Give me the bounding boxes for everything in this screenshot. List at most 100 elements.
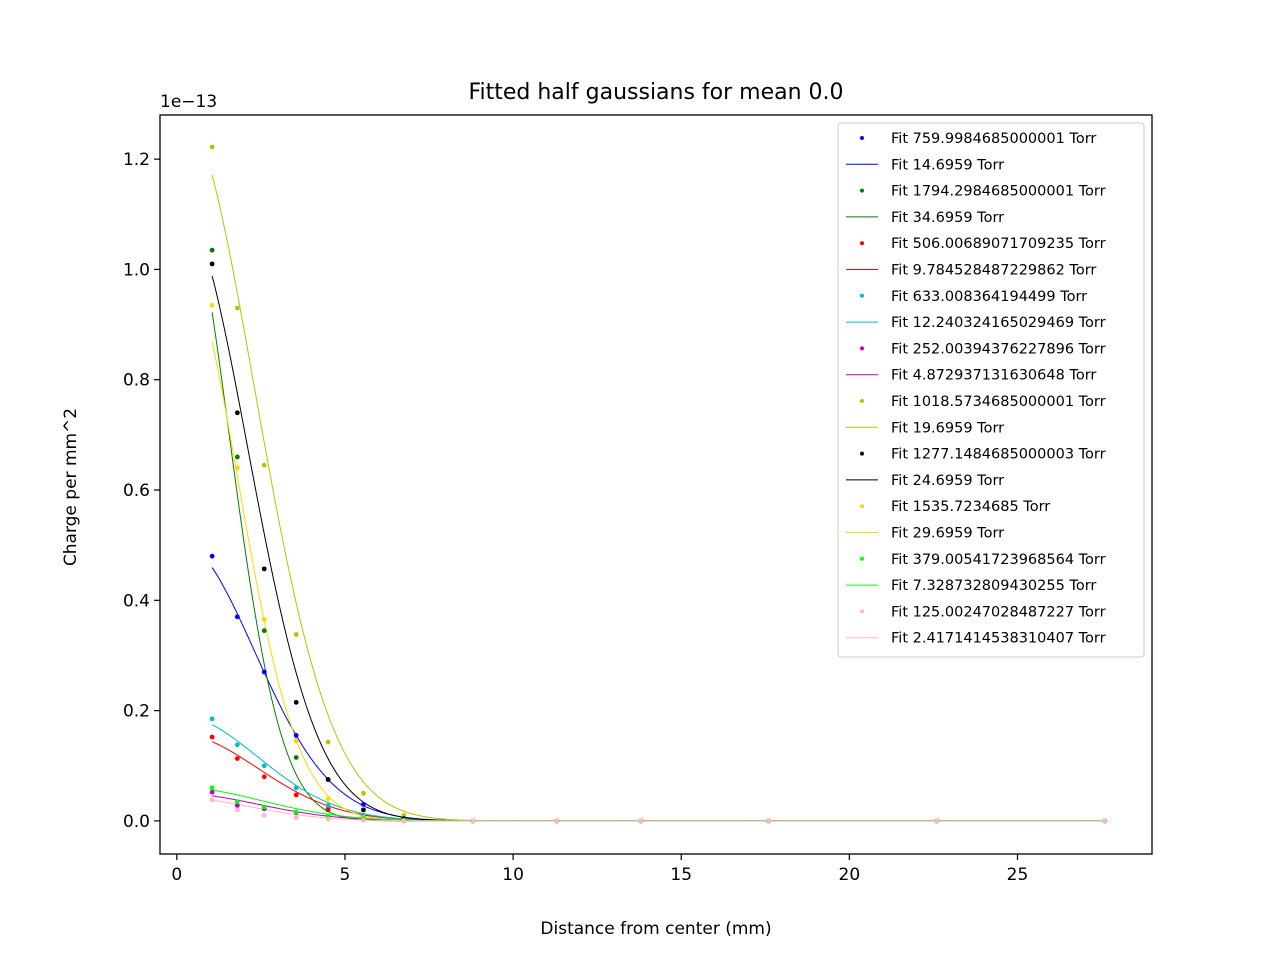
legend-marker bbox=[860, 188, 864, 193]
legend-marker bbox=[860, 556, 864, 561]
y-axis-label: Charge per mm^2 bbox=[61, 408, 81, 566]
data-point bbox=[261, 763, 267, 769]
data-point bbox=[234, 807, 240, 813]
legend-marker bbox=[860, 609, 864, 614]
x-tick-label: 0 bbox=[171, 865, 182, 885]
y-tick-label: 1.0 bbox=[123, 260, 150, 280]
data-point bbox=[209, 302, 215, 308]
legend-entry-label: Fit 12.240324165029469 Torr bbox=[891, 315, 1106, 331]
legend-entry-label: Fit 34.6959 Torr bbox=[891, 210, 1004, 226]
legend-entry-label: Fit 2.4171414538310407 Torr bbox=[891, 631, 1106, 647]
legend-box bbox=[837, 122, 1145, 658]
data-point bbox=[209, 553, 215, 559]
y-tick-label: 0.6 bbox=[123, 481, 150, 501]
x-tick-label: 25 bbox=[1007, 865, 1029, 885]
data-point bbox=[261, 617, 267, 623]
data-point bbox=[293, 632, 299, 637]
chart-title: Fitted half gaussians for mean 0.0 bbox=[468, 80, 843, 105]
legend-entry-label: Fit 14.6959 Torr bbox=[891, 157, 1004, 173]
data-point bbox=[293, 738, 299, 744]
legend-entry-label: Fit 506.00689071709235 Torr bbox=[891, 236, 1106, 252]
legend-entry-label: Fit 759.9984685000001 Torr bbox=[891, 131, 1096, 147]
data-point bbox=[293, 815, 299, 821]
legend: Fit 759.9984685000001 Torr Fit 14.6959 To… bbox=[837, 122, 1145, 658]
data-point bbox=[361, 807, 366, 813]
data-point bbox=[361, 817, 366, 823]
legend-marker bbox=[860, 136, 864, 140]
legend-entry-label: Fit 9.784528487229862 Torr bbox=[891, 263, 1096, 279]
y-tick-label: 1.2 bbox=[123, 150, 150, 170]
legend-entry-label: Fit 379.00541723968564 Torr bbox=[891, 552, 1106, 568]
fit-curve bbox=[212, 799, 1105, 822]
data-point bbox=[261, 774, 267, 780]
data-point bbox=[234, 465, 240, 471]
data-point bbox=[293, 792, 299, 798]
data-point bbox=[293, 699, 299, 705]
data-point bbox=[325, 803, 331, 808]
data-point bbox=[209, 789, 215, 795]
data-point bbox=[293, 755, 299, 760]
data-point bbox=[293, 733, 299, 738]
data-point bbox=[234, 454, 240, 460]
data-point bbox=[234, 614, 240, 620]
legend-marker bbox=[860, 293, 864, 298]
data-point bbox=[766, 818, 772, 824]
x-tick-label: 5 bbox=[340, 865, 351, 885]
data-point bbox=[1102, 818, 1108, 824]
data-point bbox=[554, 818, 560, 824]
data-point bbox=[261, 628, 267, 634]
data-point bbox=[234, 799, 240, 805]
data-point bbox=[470, 818, 476, 824]
data-point bbox=[325, 777, 331, 782]
y-tick-label: 0.8 bbox=[123, 371, 150, 391]
data-point bbox=[325, 806, 331, 812]
data-point bbox=[234, 410, 240, 416]
legend-marker bbox=[860, 399, 864, 403]
x-tick-label: 15 bbox=[670, 865, 692, 885]
data-point bbox=[325, 796, 331, 802]
data-point bbox=[401, 818, 407, 824]
data-point bbox=[209, 144, 215, 150]
legend-marker bbox=[860, 346, 864, 351]
data-point bbox=[234, 305, 240, 311]
data-point bbox=[361, 801, 366, 807]
legend-marker bbox=[860, 504, 864, 509]
data-point bbox=[293, 809, 299, 815]
data-point bbox=[209, 247, 215, 253]
data-point bbox=[934, 818, 940, 824]
x-tick-label: 10 bbox=[502, 865, 524, 885]
data-point bbox=[234, 756, 240, 761]
legend-entry-label: Fit 252.00394376227896 Torr bbox=[891, 341, 1106, 357]
y-tick-label: 0.0 bbox=[123, 812, 150, 832]
fit-curves bbox=[211, 174, 1105, 822]
legend-entry-label: Fit 1018.5734685000001 Torr bbox=[891, 394, 1106, 410]
x-axis-label: Distance from center (mm) bbox=[540, 919, 771, 939]
data-point bbox=[209, 261, 215, 267]
legend-marker bbox=[860, 451, 864, 456]
legend-entry-label: Fit 4.872937131630648 Torr bbox=[891, 368, 1096, 384]
data-point bbox=[261, 669, 267, 675]
legend-entry-label: Fit 1277.1484685000003 Torr bbox=[891, 447, 1106, 463]
data-point bbox=[209, 716, 215, 722]
legend-entry-label: Fit 1535.7234685 Torr bbox=[891, 499, 1050, 515]
axes-frame bbox=[159, 114, 1153, 855]
legend-entry-label: Fit 19.6959 Torr bbox=[891, 420, 1004, 436]
legend-entry-label: Fit 24.6959 Torr bbox=[891, 473, 1004, 489]
data-point bbox=[261, 566, 267, 572]
legend-entry-label: Fit 7.328732809430255 Torr bbox=[891, 578, 1096, 594]
data-point bbox=[325, 739, 331, 745]
data-point bbox=[261, 462, 267, 468]
data-point bbox=[234, 803, 240, 808]
data-point bbox=[361, 790, 366, 796]
y-offset-label: 1e−13 bbox=[160, 92, 217, 112]
data-point bbox=[209, 797, 215, 803]
legend-entry-label: Fit 29.6959 Torr bbox=[891, 526, 1004, 542]
data-point bbox=[325, 813, 331, 819]
data-point bbox=[234, 742, 240, 748]
plot-area: 0 5 10 15 20 25 0.0 0.2 0.4 0.6 0.8 1.0 1.2 bbox=[123, 114, 1153, 885]
data-point bbox=[401, 812, 407, 818]
data-point bbox=[209, 785, 215, 791]
y-tick-label: 0.4 bbox=[123, 591, 150, 611]
x-tick-label: 20 bbox=[839, 865, 861, 885]
data-point bbox=[638, 818, 644, 824]
